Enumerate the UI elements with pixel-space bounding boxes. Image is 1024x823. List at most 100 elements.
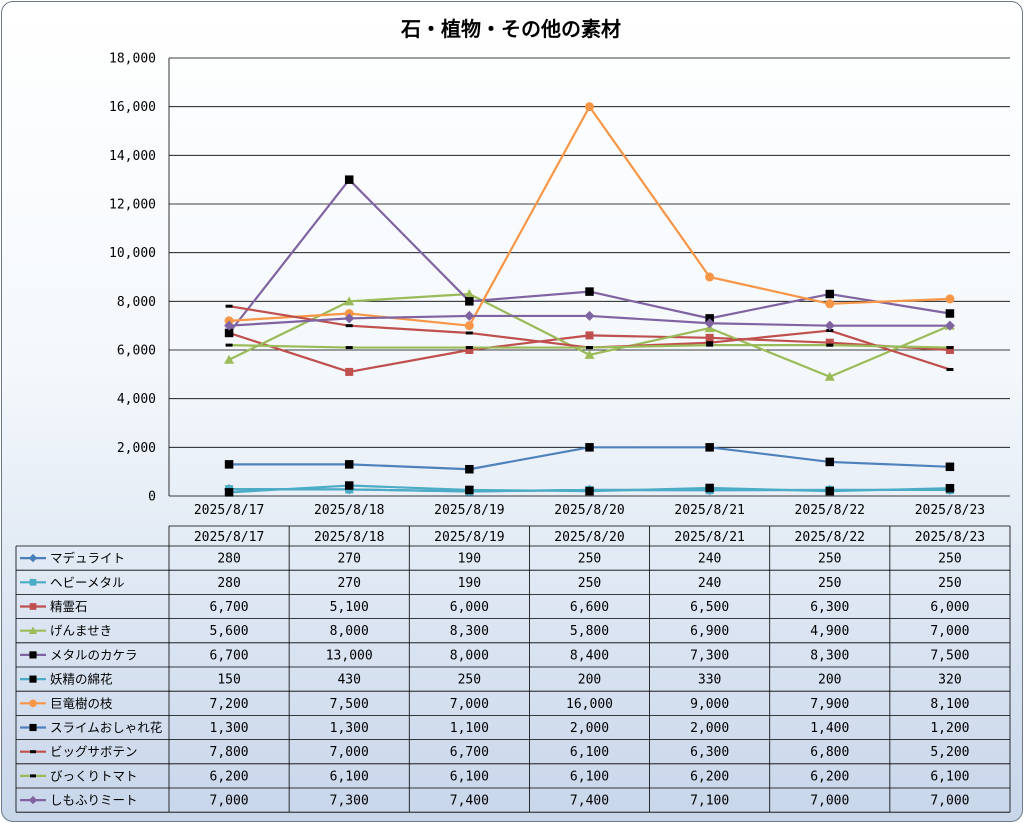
table-cell: 6,800 xyxy=(810,745,849,760)
x-tick-label: 2025/8/22 xyxy=(795,503,865,518)
table-row: 妖精の綿花 150 430 250 200 330 200 320 xyxy=(20,672,962,688)
data-point xyxy=(945,346,954,354)
data-point xyxy=(344,175,354,184)
table-cell: 150 xyxy=(217,673,240,688)
data-point xyxy=(824,371,835,381)
table-cell: 1,200 xyxy=(930,721,969,736)
data-point xyxy=(464,289,475,299)
table-row-label: メタルのカケラ xyxy=(50,647,138,662)
table-cell: 6,300 xyxy=(690,745,729,760)
table-cell: 6,700 xyxy=(210,600,249,615)
table-cell: 250 xyxy=(578,552,601,567)
table-cell: 6,100 xyxy=(570,769,609,784)
data-point xyxy=(224,460,234,469)
table-cell: 2,000 xyxy=(690,721,729,736)
table-row-label: げんませき xyxy=(50,623,112,638)
table-cell: 7,000 xyxy=(930,794,969,809)
data-point xyxy=(705,443,714,452)
table-cell: 8,300 xyxy=(810,648,849,663)
table-row-label: マデュライト xyxy=(50,551,125,566)
table-row: 巨竜樹の枝 7,200 7,500 7,000 16,000 9,000 7,900 8,10… xyxy=(20,696,969,712)
y-tick-label: 6,000 xyxy=(117,344,156,359)
x-tick-label: 2025/8/20 xyxy=(554,503,624,518)
data-point xyxy=(465,346,474,354)
legend-key-marker xyxy=(29,699,37,708)
table-cell: 6,100 xyxy=(930,769,969,784)
table-row: げんませき 5,600 8,000 8,300 5,800 6,900 4,900 7,000 xyxy=(20,623,969,639)
table-cell: 250 xyxy=(578,576,601,591)
x-tick-label: 2025/8/23 xyxy=(915,503,985,518)
table-cell: 8,000 xyxy=(450,648,489,663)
data-point xyxy=(945,309,955,318)
legend-key-marker xyxy=(29,675,37,683)
table-cell: 6,100 xyxy=(450,769,489,784)
data-point xyxy=(585,287,594,296)
data-point xyxy=(465,297,474,306)
chart-title: 石・植物・その他の素材 xyxy=(400,17,621,41)
data-point xyxy=(826,343,834,347)
data-point xyxy=(344,481,354,490)
data-point xyxy=(705,272,715,282)
legend-key-marker xyxy=(29,603,37,610)
table-cell: 8,300 xyxy=(450,624,489,639)
table-cell: 7,500 xyxy=(930,648,969,663)
table-cell: 9,000 xyxy=(690,697,729,712)
table-column-header: 2025/8/19 xyxy=(434,530,504,545)
data-point xyxy=(225,304,233,308)
data-point xyxy=(224,488,234,497)
table-cell: 8,000 xyxy=(330,624,369,639)
series-6 xyxy=(224,481,955,497)
table-cell: 7,500 xyxy=(330,697,369,712)
table-cell: 270 xyxy=(337,552,360,567)
data-point xyxy=(224,320,235,331)
table-cell: 240 xyxy=(698,552,721,567)
table-cell: 7,300 xyxy=(330,794,369,809)
data-table: 2025/8/17 2025/8/18 2025/8/19 2025/8/20 2025… xyxy=(15,525,1011,813)
table-row: しもふりミート 7,000 7,300 7,400 7,400 7,100 7,000 7,0… xyxy=(20,793,969,809)
data-point xyxy=(944,320,955,331)
table-cell: 6,500 xyxy=(690,600,729,615)
table-cell: 7,000 xyxy=(330,745,369,760)
legend-key-marker xyxy=(29,651,37,659)
table-cell: 4,900 xyxy=(810,624,849,639)
y-axis-ticks: 0 2,000 4,000 6,000 8,000 10,000 12,000 14,000 1… xyxy=(109,52,156,505)
table-row: メタルのカケラ 6,700 13,000 8,000 8,400 7,300 8,300 7,… xyxy=(20,647,969,663)
table-row: 精霊石 6,700 5,100 6,000 6,600 6,500 6,300 6,000 xyxy=(20,599,969,615)
table-row: マデュライト 280 270 190 250 240 250 250 xyxy=(20,551,962,567)
table-cell: 250 xyxy=(458,673,481,688)
y-tick-label: 12,000 xyxy=(109,198,156,213)
table-cell: 1,100 xyxy=(450,721,489,736)
y-tick-label: 10,000 xyxy=(109,246,156,261)
table-cell: 5,200 xyxy=(930,745,969,760)
table-column-header: 2025/8/20 xyxy=(554,530,624,545)
table-cell: 7,900 xyxy=(810,697,849,712)
table-cell: 190 xyxy=(458,552,481,567)
data-point xyxy=(585,102,594,112)
data-point xyxy=(465,331,473,335)
y-tick-label: 8,000 xyxy=(117,295,156,310)
table-cell: 6,100 xyxy=(570,745,609,760)
table-cell: 250 xyxy=(938,552,961,567)
data-point xyxy=(225,343,233,347)
table-cell: 280 xyxy=(217,576,240,591)
data-point xyxy=(705,483,714,493)
legend-key-marker xyxy=(30,774,36,778)
data-point xyxy=(224,354,235,364)
data-point xyxy=(825,299,835,309)
table-row-label: スライムおしゃれ花 xyxy=(50,720,162,735)
table-cell: 7,400 xyxy=(570,794,609,809)
data-point xyxy=(586,346,593,350)
data-point xyxy=(706,343,714,347)
data-point xyxy=(345,346,353,350)
table-cell: 2,000 xyxy=(570,721,609,736)
table-column-header: 2025/8/18 xyxy=(314,530,384,545)
table-cell: 330 xyxy=(698,673,721,688)
table-column-header: 2025/8/23 xyxy=(915,530,985,545)
table-cell: 7,400 xyxy=(450,794,489,809)
table-cell: 5,600 xyxy=(210,624,249,639)
table-cell: 13,000 xyxy=(326,648,373,663)
data-point xyxy=(585,331,594,340)
table-cell: 7,000 xyxy=(210,794,249,809)
table-cell: 6,200 xyxy=(810,769,849,784)
